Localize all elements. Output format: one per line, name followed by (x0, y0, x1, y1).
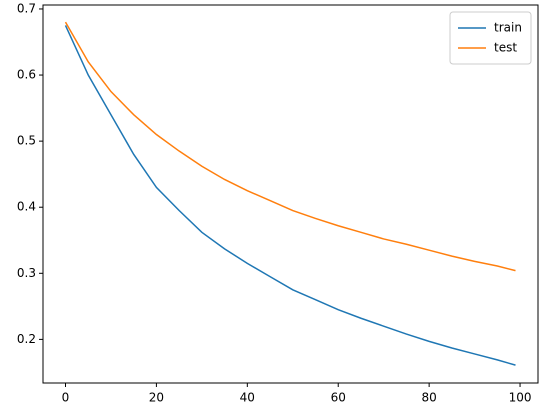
x-tick-label: 40 (240, 391, 255, 405)
x-tick-label: 60 (331, 391, 346, 405)
y-tick-label: 0.7 (17, 1, 36, 15)
x-tick-label: 20 (149, 391, 164, 405)
legend-label: test (494, 41, 517, 55)
plot-area (42, 4, 539, 384)
y-tick-label: 0.3 (17, 266, 36, 280)
data-line (64, 21, 516, 272)
x-tick-label: 0 (62, 391, 70, 405)
legend-box (449, 11, 532, 65)
data-line (64, 25, 516, 366)
y-tick-label: 0.6 (17, 68, 36, 82)
x-tick-label: 80 (421, 391, 436, 405)
y-tick-label: 0.4 (17, 200, 36, 214)
y-tick-label: 0.5 (17, 134, 36, 148)
y-tick-label: 0.2 (17, 332, 36, 346)
legend-label: train (494, 21, 522, 35)
x-tick-label: 100 (509, 391, 532, 405)
